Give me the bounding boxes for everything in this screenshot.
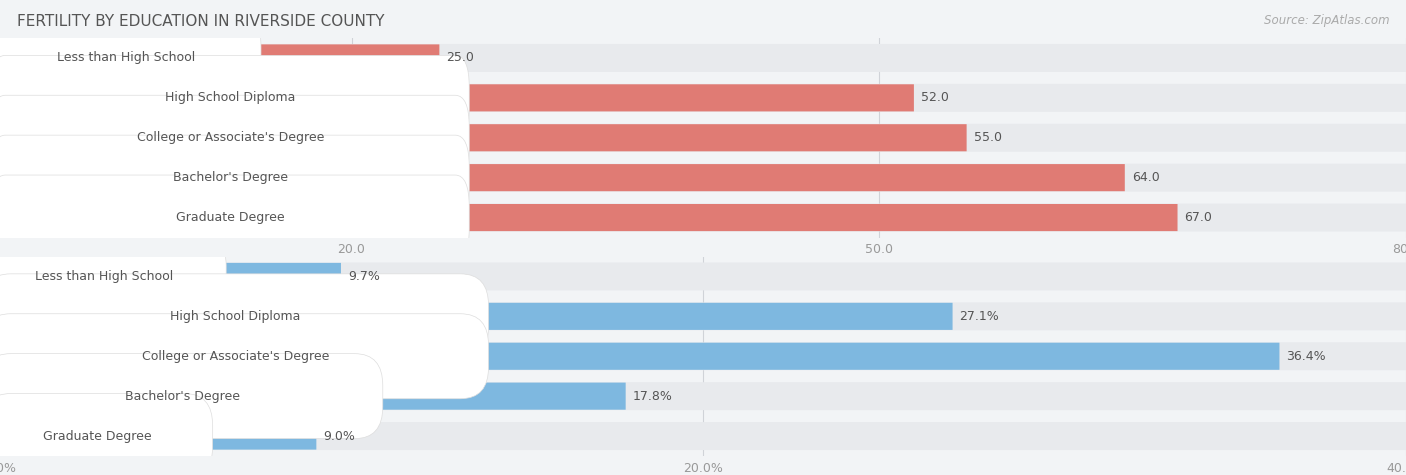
FancyBboxPatch shape	[0, 314, 489, 399]
FancyBboxPatch shape	[0, 342, 1279, 370]
Text: Source: ZipAtlas.com: Source: ZipAtlas.com	[1264, 14, 1389, 27]
Text: College or Associate's Degree: College or Associate's Degree	[142, 350, 329, 363]
Text: Graduate Degree: Graduate Degree	[176, 211, 284, 224]
Text: Less than High School: Less than High School	[58, 51, 195, 65]
Text: 25.0: 25.0	[447, 51, 474, 65]
FancyBboxPatch shape	[0, 394, 212, 475]
FancyBboxPatch shape	[0, 84, 914, 112]
FancyBboxPatch shape	[0, 44, 1406, 72]
FancyBboxPatch shape	[0, 164, 1125, 191]
Text: 52.0: 52.0	[921, 91, 949, 104]
FancyBboxPatch shape	[0, 382, 1406, 410]
FancyBboxPatch shape	[0, 95, 470, 180]
Text: 36.4%: 36.4%	[1286, 350, 1326, 363]
Text: Bachelor's Degree: Bachelor's Degree	[173, 171, 288, 184]
FancyBboxPatch shape	[0, 204, 1177, 231]
FancyBboxPatch shape	[0, 354, 382, 438]
FancyBboxPatch shape	[0, 175, 470, 260]
FancyBboxPatch shape	[0, 164, 1406, 191]
FancyBboxPatch shape	[0, 263, 340, 290]
FancyBboxPatch shape	[0, 124, 1406, 152]
Text: Graduate Degree: Graduate Degree	[44, 429, 152, 443]
Text: Less than High School: Less than High School	[35, 270, 173, 283]
FancyBboxPatch shape	[0, 135, 470, 220]
FancyBboxPatch shape	[0, 303, 953, 330]
FancyBboxPatch shape	[0, 263, 1406, 290]
Text: High School Diploma: High School Diploma	[165, 91, 295, 104]
Text: 9.0%: 9.0%	[323, 429, 356, 443]
FancyBboxPatch shape	[0, 16, 262, 100]
Text: FERTILITY BY EDUCATION IN RIVERSIDE COUNTY: FERTILITY BY EDUCATION IN RIVERSIDE COUN…	[17, 14, 384, 29]
Text: 55.0: 55.0	[973, 131, 1001, 144]
Text: 27.1%: 27.1%	[960, 310, 1000, 323]
FancyBboxPatch shape	[0, 382, 626, 410]
Text: High School Diploma: High School Diploma	[170, 310, 301, 323]
FancyBboxPatch shape	[0, 204, 1406, 231]
Text: 64.0: 64.0	[1132, 171, 1160, 184]
Text: 67.0: 67.0	[1185, 211, 1212, 224]
FancyBboxPatch shape	[0, 274, 489, 359]
Text: Bachelor's Degree: Bachelor's Degree	[125, 390, 240, 403]
FancyBboxPatch shape	[0, 342, 1406, 370]
FancyBboxPatch shape	[0, 44, 439, 72]
FancyBboxPatch shape	[0, 422, 316, 450]
FancyBboxPatch shape	[0, 84, 1406, 112]
Text: 17.8%: 17.8%	[633, 390, 672, 403]
FancyBboxPatch shape	[0, 56, 470, 140]
FancyBboxPatch shape	[0, 234, 226, 319]
FancyBboxPatch shape	[0, 124, 967, 152]
Text: 9.7%: 9.7%	[347, 270, 380, 283]
Text: College or Associate's Degree: College or Associate's Degree	[136, 131, 323, 144]
FancyBboxPatch shape	[0, 422, 1406, 450]
FancyBboxPatch shape	[0, 303, 1406, 330]
